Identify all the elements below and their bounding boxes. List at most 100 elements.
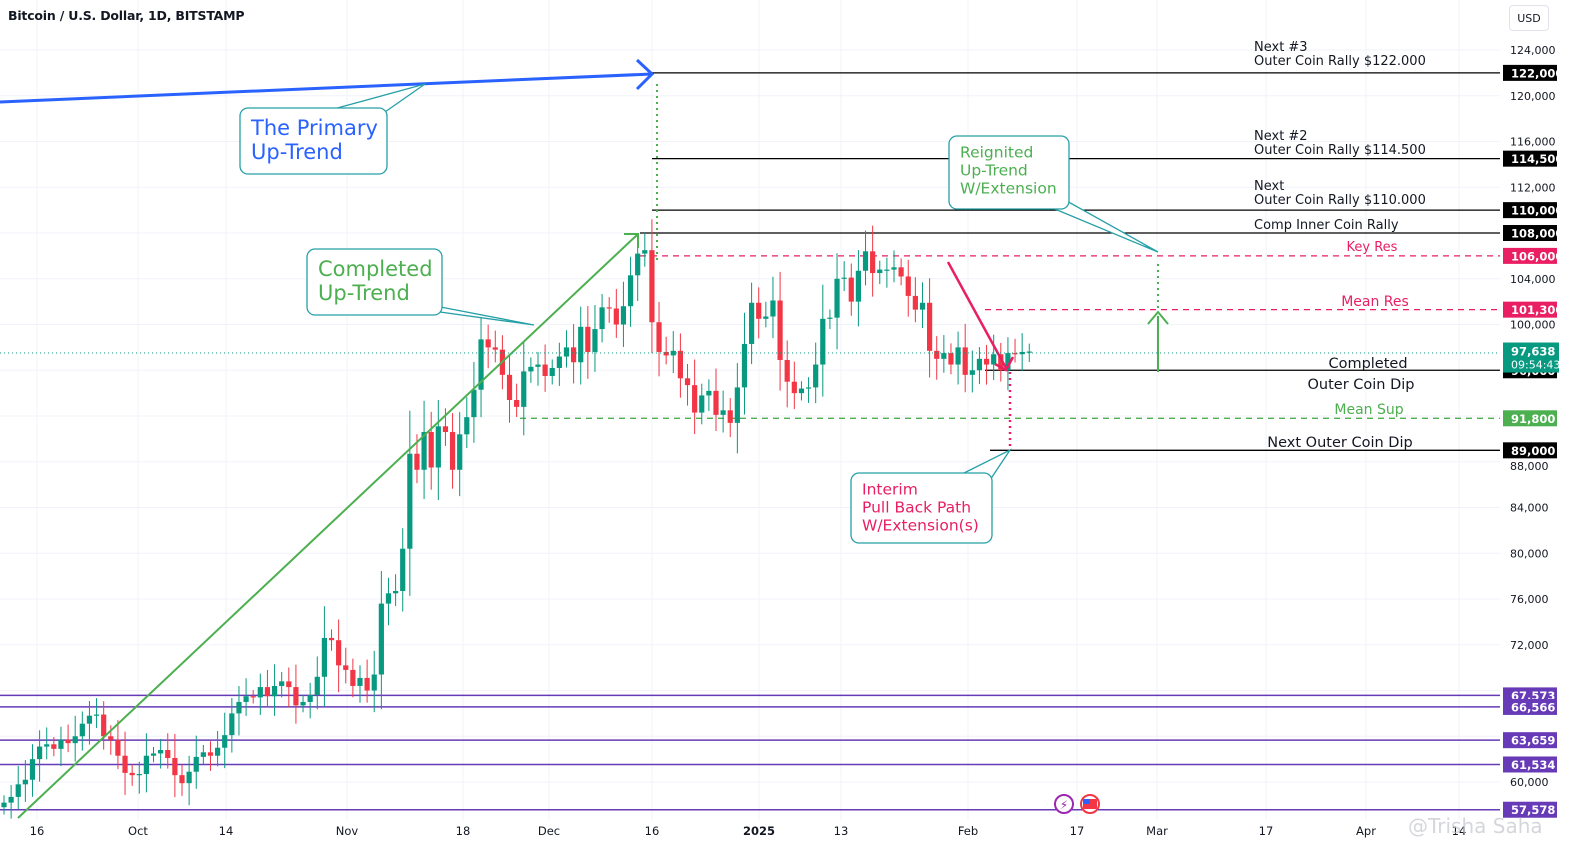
price-label-text: 122,000 xyxy=(1511,66,1563,80)
reignited-callout-text: W/Extension xyxy=(960,180,1057,198)
time-tick: Mar xyxy=(1146,824,1168,838)
price-tick: 76,000 xyxy=(1510,593,1549,606)
price-label-black[interactable] xyxy=(1503,225,1557,242)
price-label-text: 108,000 xyxy=(1511,227,1563,241)
primary-trend-callout-text: The Primary xyxy=(250,116,378,140)
time-tick: 18 xyxy=(456,824,471,838)
price-label-black[interactable] xyxy=(1503,64,1557,81)
level-label: Completed xyxy=(1328,356,1407,372)
price-tick: 124,000 xyxy=(1510,44,1556,57)
price-label-text: 66,566 xyxy=(1511,700,1555,714)
price-tick: 100,000 xyxy=(1510,319,1556,332)
completed-trend-callout-text: Completed xyxy=(318,257,433,281)
interim-callout-text: Interim xyxy=(862,481,918,499)
price-label-black[interactable] xyxy=(1503,150,1557,167)
price-label-text: 63,659 xyxy=(1511,734,1555,748)
level-label: Next Outer Coin Dip xyxy=(1267,435,1412,451)
time-tick: 17 xyxy=(1259,824,1274,838)
price-label-black[interactable] xyxy=(1503,202,1557,219)
interim-callout-text: Pull Back Path xyxy=(862,499,971,517)
countdown-timer: 09:54:43 xyxy=(1511,359,1560,372)
price-tick: 60,000 xyxy=(1510,776,1549,789)
time-tick: Feb xyxy=(958,824,978,838)
level-label: Outer Coin Dip xyxy=(1307,377,1414,393)
trend-drawings[interactable] xyxy=(0,58,1169,819)
price-tick: 104,000 xyxy=(1510,273,1556,286)
pullback-arrowhead-icon xyxy=(994,356,1015,372)
price-label-text: 114,500 xyxy=(1511,152,1563,166)
price-label-text: 101,300 xyxy=(1511,303,1563,317)
currency-button[interactable]: USD xyxy=(1509,5,1549,31)
lightning-event-icon[interactable] xyxy=(1054,794,1074,814)
price-label-purple[interactable] xyxy=(1503,732,1557,749)
level-label: Next #2 xyxy=(1254,129,1308,144)
completed-trend-line[interactable] xyxy=(17,233,639,819)
price-tick: 84,000 xyxy=(1510,502,1549,515)
price-label-text: 106,000 xyxy=(1511,249,1563,263)
level-label: Next #3 xyxy=(1254,40,1308,55)
reignited-arrowhead-icon xyxy=(1147,310,1169,325)
level-label: Mean Res xyxy=(1341,294,1409,310)
price-label-red[interactable] xyxy=(1503,301,1557,318)
price-tick: 80,000 xyxy=(1510,547,1549,560)
reignited-callout-text: Up-Trend xyxy=(960,162,1028,180)
price-label-purple[interactable] xyxy=(1503,801,1557,818)
level-label: Outer Coin Rally $122.000 xyxy=(1254,54,1426,69)
level-label: Mean Sup xyxy=(1334,402,1403,418)
svg-text:88,000: 88,000 xyxy=(1510,460,1549,473)
time-tick: 14 xyxy=(1452,824,1467,838)
callouts[interactable]: The PrimaryUp-TrendCompletedUp-TrendReig… xyxy=(239,83,1159,544)
last-price-badge[interactable] xyxy=(1503,342,1559,373)
primary-trend-callout-text: Up-Trend xyxy=(251,140,343,164)
level-label: Next xyxy=(1254,179,1284,194)
price-label-purple[interactable] xyxy=(1503,756,1557,773)
completed-trend-callout-text: Up-Trend xyxy=(318,281,410,305)
time-tick: Dec xyxy=(538,824,560,838)
primary-trend-line[interactable] xyxy=(0,72,653,104)
interim-callout-text: W/Extension(s) xyxy=(862,517,979,535)
price-tick: 116,000 xyxy=(1510,136,1556,149)
time-tick: 17 xyxy=(1070,824,1085,838)
pullback-arrow-line xyxy=(946,261,1008,369)
price-tick: 72,000 xyxy=(1510,639,1549,652)
time-tick: 14 xyxy=(219,824,234,838)
time-tick: 16 xyxy=(30,824,45,838)
price-label-text: 110,000 xyxy=(1511,204,1563,218)
time-tick: 16 xyxy=(645,824,660,838)
primary-trend-arrowhead-icon xyxy=(635,58,655,91)
level-label: Outer Coin Rally $110.000 xyxy=(1254,193,1426,208)
horizontal-levels[interactable] xyxy=(0,72,1500,811)
candlestick-series xyxy=(1,219,1032,819)
price-label-text: 91,800 xyxy=(1511,412,1555,426)
price-label-black[interactable] xyxy=(1503,442,1557,459)
watermark: @Trisha Saha xyxy=(1408,814,1543,838)
price-label-text: 89,000 xyxy=(1511,444,1555,458)
time-tick: 13 xyxy=(834,824,849,838)
time-tick: 2025 xyxy=(743,824,775,838)
time-axis[interactable]: 16 Oct 14 Nov 18 Dec 16 2025 13 Feb 17 Mar 17 Apr 14 xyxy=(30,824,1467,838)
time-tick: Apr xyxy=(1356,824,1376,838)
event-icons[interactable]: ⚡ xyxy=(1054,794,1100,814)
time-tick: Oct xyxy=(128,824,148,838)
level-label: Key Res xyxy=(1347,240,1398,255)
price-label-purple[interactable] xyxy=(1503,698,1557,715)
chart-grid xyxy=(0,0,1500,820)
price-label-green[interactable] xyxy=(1503,410,1557,427)
price-tick: 112,000 xyxy=(1510,181,1556,194)
last-price-value: 97,638 xyxy=(1511,345,1555,359)
price-label-red[interactable] xyxy=(1503,247,1557,264)
completed-trend-arrowhead-icon xyxy=(624,233,639,248)
lightning-glyph: ⚡ xyxy=(1060,798,1068,812)
price-label-text: 61,534 xyxy=(1511,758,1555,772)
price-tick: 120,000 xyxy=(1510,90,1556,103)
price-label-text: 57,578 xyxy=(1511,803,1555,817)
price-axis[interactable]: 124,000 120,000 116,000 112,000 104,000 100,0… xyxy=(1503,44,1563,818)
chart-title: Bitcoin / U.S. Dollar, 1D, BITSTAMP xyxy=(8,8,245,23)
